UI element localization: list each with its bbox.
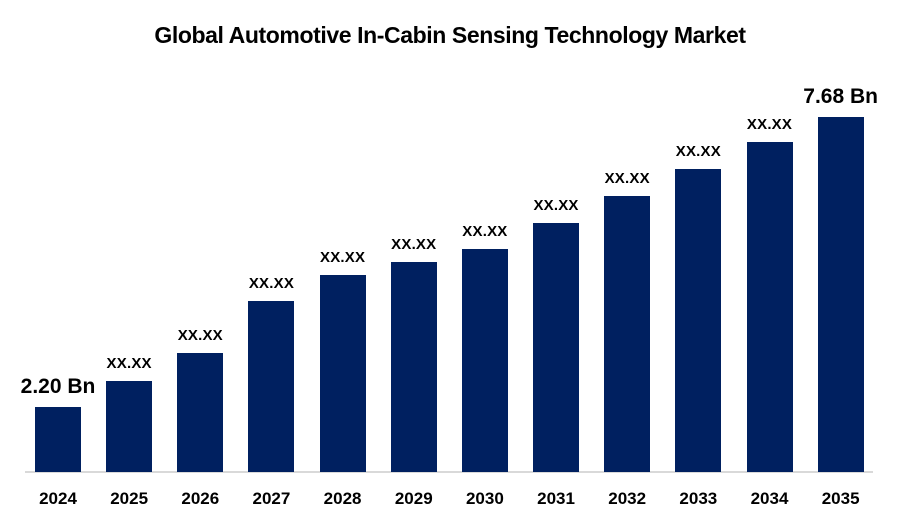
bar-2032	[604, 196, 651, 472]
x-axis-tick-2030: 2030	[465, 489, 504, 508]
bar-2025	[106, 381, 153, 472]
x-axis-tick-2034: 2034	[750, 489, 789, 508]
bar-value-label-2030: XX.XX	[462, 223, 508, 240]
bar-value-label-2028: XX.XX	[320, 249, 366, 266]
x-axis-tick-2028: 2028	[323, 489, 362, 508]
x-axis-tick-2024: 2024	[39, 489, 77, 508]
bar-2028	[319, 275, 366, 472]
bar-value-label-2027: XX.XX	[248, 275, 295, 292]
chart-title: Global Automotive In-Cabin Sensing Techn…	[154, 22, 746, 48]
bar-value-label-2035: 7.68 Bn	[803, 85, 878, 108]
bar-value-label-2033: XX.XX	[675, 143, 721, 160]
bar-value-label-2026: XX.XX	[177, 327, 223, 344]
bar-value-label-2031: XX.XX	[533, 197, 579, 214]
bar-value-label-2025: XX.XX	[106, 355, 152, 372]
bar-2034	[746, 142, 793, 472]
bar-value-label-2024: 2.20 Bn	[20, 375, 96, 398]
bar-2035	[817, 117, 864, 472]
bar-2029	[390, 262, 437, 472]
bar-2027	[248, 301, 295, 472]
bar-value-label-2034: XX.XX	[746, 116, 793, 133]
x-axis-tick-2033: 2033	[679, 489, 718, 508]
bar-2033	[675, 169, 722, 472]
x-axis-tick-2035: 2035	[821, 489, 860, 508]
bar-value-label-2032: XX.XX	[604, 170, 650, 187]
x-axis-tick-2026: 2026	[181, 489, 220, 508]
bar-2030	[461, 249, 508, 472]
x-axis-tick-2032: 2032	[608, 489, 647, 508]
bar-value-label-2029: XX.XX	[391, 236, 437, 253]
bar-2024	[35, 407, 81, 472]
bar-2026	[177, 353, 224, 472]
x-axis-tick-2029: 2029	[394, 489, 433, 508]
x-axis-tick-2025: 2025	[110, 489, 149, 508]
x-axis-tick-2031: 2031	[537, 489, 575, 508]
x-axis-line	[25, 471, 873, 473]
x-axis-tick-2027: 2027	[252, 489, 291, 508]
bar-2031	[533, 223, 580, 472]
